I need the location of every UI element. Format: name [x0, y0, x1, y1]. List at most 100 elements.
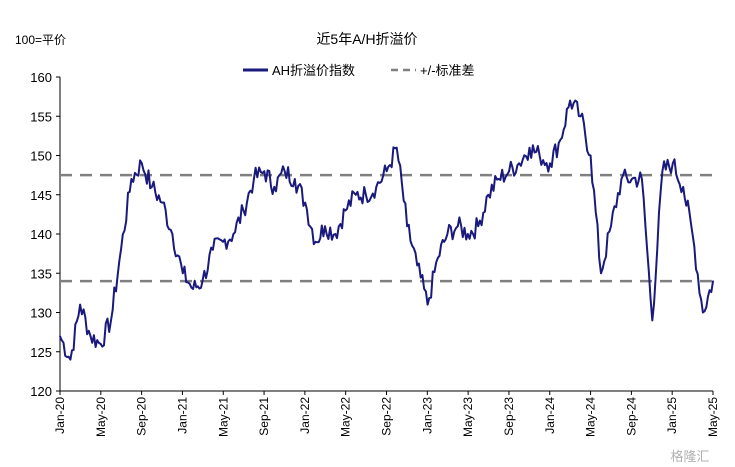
ah-index-point — [395, 146, 398, 149]
std-bands — [60, 173, 713, 283]
x-tick-label: Sep-24 — [624, 397, 638, 436]
x-tick-label: Jan-24 — [543, 397, 557, 434]
x-tick-label: May-23 — [461, 397, 475, 437]
ah-index-point — [141, 162, 143, 165]
y-tick-label: 125 — [30, 345, 52, 360]
ah-index-point — [151, 186, 153, 188]
y-tick-label: 120 — [30, 384, 52, 399]
ah-index-point — [89, 335, 92, 337]
y-tick-label: 140 — [30, 227, 52, 242]
x-tick-label: Jan-20 — [53, 397, 67, 434]
ah-index-point — [192, 288, 194, 290]
ah-index-point — [406, 225, 408, 227]
legend: AH折溢价指数 +/-标准差 — [243, 63, 475, 78]
ah-index-point — [69, 358, 72, 361]
ah-index-point — [110, 319, 112, 322]
x-tick-label: Jan-22 — [298, 397, 312, 434]
ah-index-point — [212, 248, 214, 251]
ah-index-point — [283, 170, 286, 172]
x-tick-label: May-21 — [216, 397, 230, 437]
ah-index-point — [59, 335, 61, 337]
ah-index-point — [294, 178, 296, 180]
ah-index-point — [641, 178, 643, 180]
ah-index-point — [457, 225, 459, 227]
watermark-logo: 格隆汇 — [670, 449, 709, 464]
ah-index-point — [682, 186, 684, 188]
ah-index-point — [426, 303, 429, 306]
ah-index-point — [120, 248, 122, 251]
x-tick-label: May-25 — [706, 397, 720, 437]
ah-index-point — [182, 272, 184, 275]
ah-index-point — [171, 233, 174, 235]
x-tick-label: Jan-23 — [420, 397, 434, 434]
ah-index-point — [385, 170, 388, 172]
ah-index-point — [579, 115, 582, 118]
ah-index-point — [559, 139, 562, 141]
ah-index-point — [232, 233, 235, 235]
x-tick-label: Jan-25 — [665, 397, 679, 434]
ah-index-point — [487, 194, 490, 196]
x-tick-label: Sep-22 — [380, 397, 394, 436]
series-layer — [59, 99, 714, 361]
y-tick-label: 130 — [30, 306, 52, 321]
ah-index-point — [201, 280, 204, 282]
ah-index-point — [528, 146, 531, 149]
y-tick-label: 160 — [30, 70, 52, 85]
ah-index-point — [508, 170, 510, 172]
ah-index-point — [130, 178, 133, 180]
chart-title: 近5年A/H折溢价 — [316, 31, 417, 47]
x-tick-label: Jan-21 — [175, 397, 189, 434]
ah-index-point — [222, 241, 224, 243]
x-tick-label: Sep-23 — [502, 397, 516, 436]
ah-index-point — [712, 280, 714, 282]
ah-index-point — [242, 209, 245, 212]
ah-index-point — [538, 154, 541, 157]
ah-index-point — [416, 264, 419, 267]
ah-index-point — [672, 162, 674, 165]
ah-index-point — [569, 99, 571, 102]
ah-index-point — [477, 225, 480, 227]
ah-index-point — [79, 303, 81, 306]
ah-index-point — [314, 241, 317, 243]
ah-index-point — [661, 170, 664, 172]
ah-index-point — [365, 194, 367, 196]
ah-index-point — [589, 154, 592, 157]
ah-index-point — [549, 162, 551, 165]
x-tick-label: May-22 — [339, 397, 353, 437]
y-axis-label: 100=平价 — [15, 33, 66, 47]
ah-index-point — [691, 233, 694, 235]
ah-index-point — [99, 343, 102, 345]
y-tick-label: 150 — [30, 149, 52, 164]
ah-index-point — [161, 201, 164, 204]
ah-index-point — [518, 162, 520, 165]
ah-index-point — [355, 194, 357, 196]
x-tick-label: May-24 — [584, 397, 598, 437]
legend-label-std: +/-标准差 — [420, 63, 475, 78]
ah-index-point — [467, 233, 469, 235]
ah-index-point — [651, 319, 654, 322]
x-tick-label: May-20 — [94, 397, 108, 437]
y-tick-label: 145 — [30, 188, 52, 203]
ah-index-point — [304, 201, 307, 204]
ah-index-point — [334, 233, 337, 235]
ah-index-point — [253, 178, 255, 180]
axes: 120 125 130 135 140 145 150 155 160 Jan-20 May-20 S… — [30, 70, 720, 437]
ah-index-point — [263, 170, 266, 172]
ah-index-point — [273, 186, 276, 188]
x-tick-label: Sep-20 — [135, 397, 149, 436]
ah-index-point — [620, 178, 623, 180]
ah-index-point — [631, 178, 633, 180]
ah-index-point — [324, 225, 326, 227]
ah-index-point — [610, 225, 612, 227]
y-tick-label: 135 — [30, 266, 52, 281]
legend-label-index: AH折溢价指数 — [272, 63, 355, 78]
ah-index-line — [59, 99, 714, 361]
ah-index-point — [375, 186, 378, 188]
ah-index-point — [344, 209, 347, 212]
x-tick-label: Sep-21 — [257, 397, 271, 436]
ah-index-point — [702, 311, 704, 314]
ah-index-point — [437, 256, 439, 259]
ah-index-point — [497, 178, 500, 180]
ah-index-point — [446, 233, 449, 235]
